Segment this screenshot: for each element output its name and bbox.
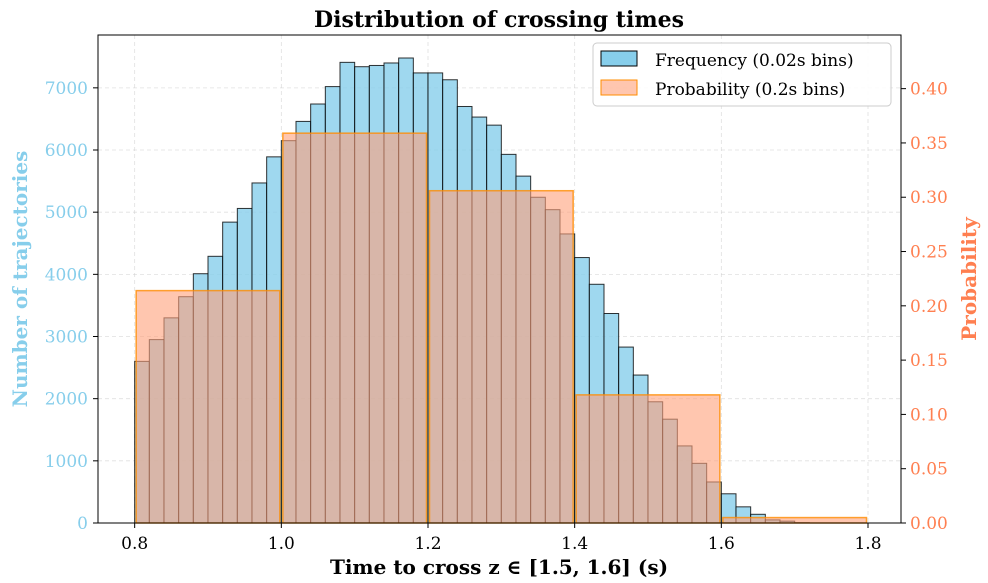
y-right-tick-label: 0.35 (910, 134, 948, 154)
legend: Frequency (0.02s bins) Probability (0.2s… (592, 42, 892, 107)
y-left-tick-label: 3000 (45, 328, 88, 348)
x-tick-label: 1.2 (414, 534, 441, 554)
probability-bar (575, 394, 721, 524)
y-left-tick-label: 5000 (45, 203, 88, 223)
x-tick-label: 1.6 (708, 534, 735, 554)
x-axis-label: Time to cross z ∈ [1.5, 1.6] (s) (330, 555, 668, 579)
y-axis-left: 0 1000 2000 3000 4000 5000 6000 7000 (45, 79, 98, 534)
legend-label-frequency: Frequency (0.02s bins) (655, 51, 854, 71)
y-axis-right-label: Probability (957, 216, 981, 341)
probability-series (135, 132, 868, 524)
y-left-tick-label: 6000 (45, 141, 88, 161)
legend-label-probability: Probability (0.2s bins) (655, 80, 845, 100)
y-left-tick-label: 1000 (45, 452, 88, 472)
probability-bar (282, 132, 428, 524)
y-right-tick-label: 0.40 (910, 80, 948, 100)
y-left-tick-label: 4000 (45, 265, 88, 285)
x-axis: 0.8 1.0 1.2 1.4 1.6 1.8 (121, 523, 882, 554)
y-right-tick-label: 0.20 (910, 297, 948, 317)
legend-box (592, 42, 892, 107)
y-right-tick-label: 0.10 (910, 405, 948, 425)
y-left-tick-label: 0 (77, 514, 88, 534)
y-left-tick-label: 7000 (45, 79, 88, 99)
x-tick-label: 0.8 (121, 534, 148, 554)
y-axis-left-label: Number of trajectories (8, 151, 32, 408)
legend-swatch-probability (600, 79, 638, 96)
y-right-tick-label: 0.05 (910, 460, 948, 480)
probability-bar (722, 516, 868, 524)
y-left-tick-label: 2000 (45, 390, 88, 410)
y-right-tick-label: 0.15 (910, 351, 948, 371)
x-tick-label: 1.4 (561, 534, 588, 554)
y-right-tick-label: 0.25 (910, 243, 948, 263)
y-right-tick-label: 0.30 (910, 188, 948, 208)
y-axis-right: 0.00 0.05 0.10 0.15 0.20 0.25 0.30 0.35 0.40 (901, 80, 948, 534)
chart-title: Distribution of crossing times (314, 7, 684, 33)
y-right-tick-label: 0.00 (910, 514, 948, 534)
plot-frame (97, 34, 902, 524)
probability-bar (428, 189, 574, 524)
x-tick-label: 1.0 (268, 534, 295, 554)
legend-swatch-frequency (600, 50, 638, 67)
probability-bar (135, 289, 281, 524)
x-tick-label: 1.8 (854, 534, 881, 554)
